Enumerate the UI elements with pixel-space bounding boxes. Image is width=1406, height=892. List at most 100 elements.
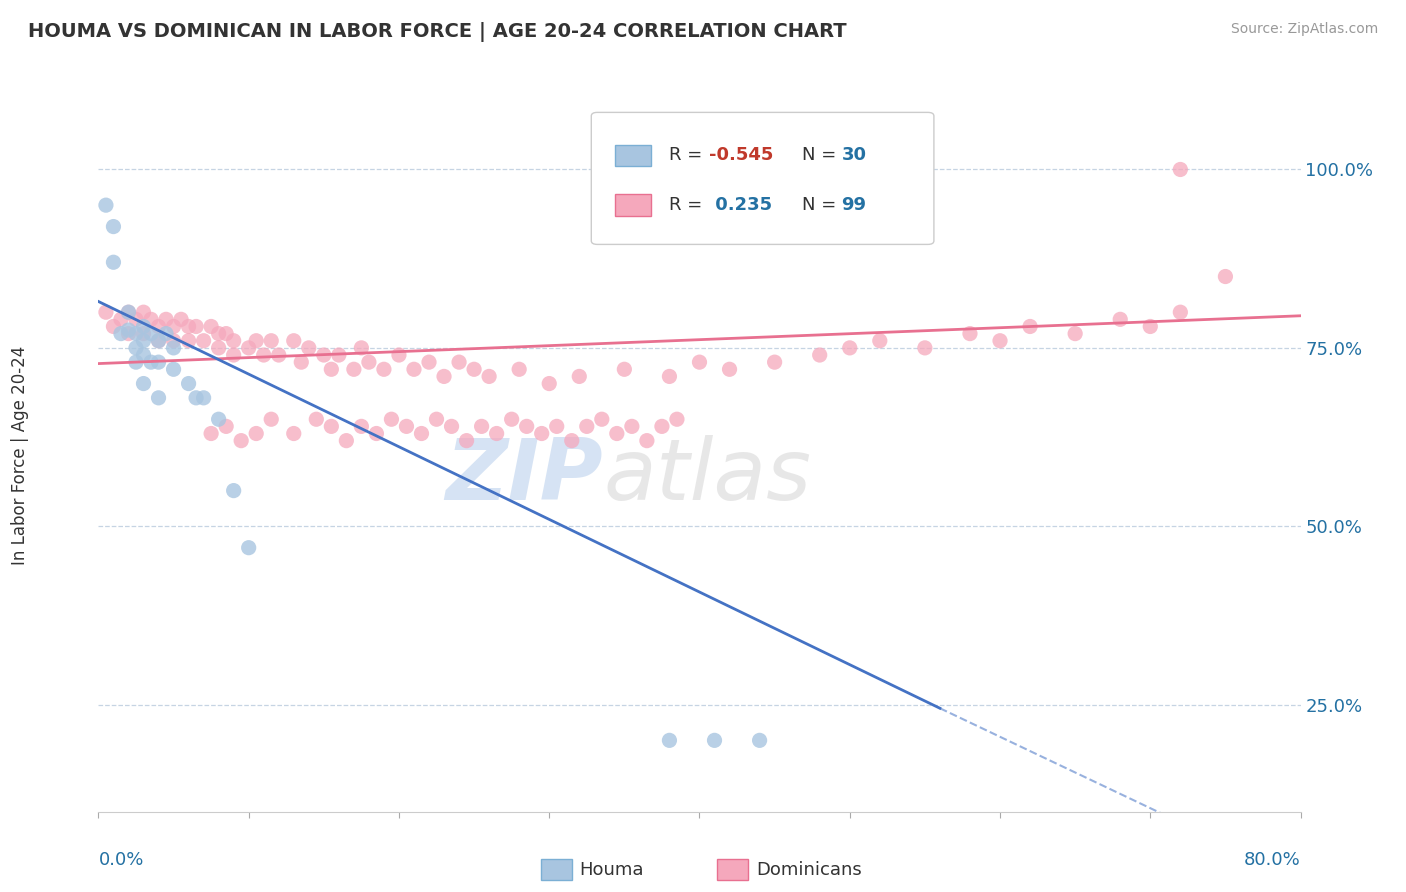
Point xyxy=(222,334,245,348)
Point xyxy=(688,355,710,369)
Point xyxy=(538,376,561,391)
Point xyxy=(328,348,350,362)
Point xyxy=(335,434,357,448)
Point xyxy=(238,541,260,555)
Point xyxy=(546,419,568,434)
Bar xyxy=(616,194,651,216)
Point xyxy=(155,326,177,341)
Point xyxy=(148,334,170,348)
Point xyxy=(620,419,643,434)
Point xyxy=(222,348,245,362)
Point xyxy=(456,434,478,448)
Point xyxy=(103,219,125,234)
Point xyxy=(215,419,238,434)
Point xyxy=(418,355,440,369)
Point xyxy=(148,355,170,369)
Text: 30: 30 xyxy=(841,146,866,164)
Point xyxy=(568,369,591,384)
Point xyxy=(162,334,184,348)
Point xyxy=(162,362,184,376)
Point xyxy=(200,319,222,334)
Point xyxy=(283,334,305,348)
Point xyxy=(1170,305,1192,319)
Text: ZIP: ZIP xyxy=(446,434,603,518)
Point xyxy=(290,355,312,369)
Point xyxy=(208,326,231,341)
Text: N =: N = xyxy=(801,146,842,164)
Point xyxy=(591,412,613,426)
Point xyxy=(718,362,741,376)
Point xyxy=(110,326,132,341)
Point xyxy=(380,412,402,426)
Point xyxy=(357,355,380,369)
Point xyxy=(463,362,485,376)
Point xyxy=(1139,319,1161,334)
Point xyxy=(613,362,636,376)
Point xyxy=(914,341,936,355)
Point xyxy=(959,326,981,341)
Point xyxy=(132,376,155,391)
Point xyxy=(132,326,155,341)
Point xyxy=(155,312,177,326)
Point xyxy=(478,369,501,384)
Point xyxy=(501,412,523,426)
Point xyxy=(260,412,283,426)
Point xyxy=(373,362,395,376)
Point xyxy=(433,369,456,384)
Point xyxy=(1064,326,1087,341)
Point xyxy=(148,391,170,405)
Point xyxy=(139,326,162,341)
FancyBboxPatch shape xyxy=(592,112,934,244)
Point xyxy=(485,426,508,441)
Point xyxy=(366,426,388,441)
Point xyxy=(103,255,125,269)
Point xyxy=(343,362,366,376)
Point xyxy=(200,426,222,441)
Point xyxy=(125,326,148,341)
Text: Houma: Houma xyxy=(579,861,644,879)
Point xyxy=(117,326,139,341)
Point xyxy=(132,348,155,362)
Point xyxy=(838,341,860,355)
Point xyxy=(1215,269,1237,284)
Point xyxy=(321,362,343,376)
Point xyxy=(117,305,139,319)
Point xyxy=(636,434,658,448)
Point xyxy=(184,319,207,334)
Point xyxy=(508,362,530,376)
Point xyxy=(425,412,447,426)
Text: In Labor Force | Age 20-24: In Labor Force | Age 20-24 xyxy=(11,345,30,565)
Point xyxy=(516,419,538,434)
Point xyxy=(177,376,200,391)
Point xyxy=(283,426,305,441)
Point xyxy=(117,305,139,319)
Point xyxy=(471,419,494,434)
Text: Dominicans: Dominicans xyxy=(756,861,862,879)
Point xyxy=(184,391,207,405)
Text: 99: 99 xyxy=(841,196,866,214)
Point xyxy=(402,362,425,376)
Point xyxy=(305,412,328,426)
Text: R =: R = xyxy=(669,196,709,214)
Point xyxy=(869,334,891,348)
Point xyxy=(177,334,200,348)
Point xyxy=(132,334,155,348)
Text: R =: R = xyxy=(669,146,709,164)
Point xyxy=(139,312,162,326)
Point xyxy=(125,341,148,355)
Point xyxy=(110,312,132,326)
Point xyxy=(208,412,231,426)
Text: 0.235: 0.235 xyxy=(709,196,772,214)
Point xyxy=(148,334,170,348)
Point xyxy=(170,312,193,326)
Point xyxy=(606,426,628,441)
Text: Source: ZipAtlas.com: Source: ZipAtlas.com xyxy=(1230,22,1378,37)
Point xyxy=(94,305,117,319)
Point xyxy=(350,341,373,355)
Point xyxy=(651,419,673,434)
Point xyxy=(94,198,117,212)
Point xyxy=(260,334,283,348)
Text: 80.0%: 80.0% xyxy=(1244,851,1301,869)
Point xyxy=(703,733,725,747)
Point xyxy=(125,312,148,326)
